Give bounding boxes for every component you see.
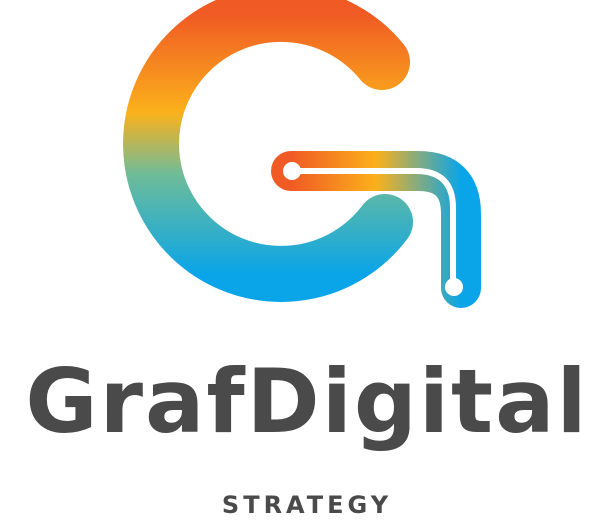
circuit-node-left	[283, 162, 301, 180]
circuit-trace-inner	[289, 168, 456, 285]
brand-tagline: STRATEGY	[221, 491, 393, 519]
g-circuit-logo-icon	[123, 0, 481, 308]
g-arc-shape	[123, 0, 413, 302]
brand-name: GrafDigital	[25, 350, 589, 453]
circuit-node-bottom	[445, 278, 463, 296]
